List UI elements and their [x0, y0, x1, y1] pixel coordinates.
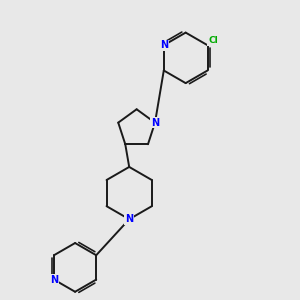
Text: Cl: Cl: [208, 36, 218, 45]
Text: N: N: [125, 214, 133, 224]
Text: N: N: [50, 274, 58, 285]
Text: N: N: [151, 118, 159, 128]
Text: N: N: [160, 40, 168, 50]
